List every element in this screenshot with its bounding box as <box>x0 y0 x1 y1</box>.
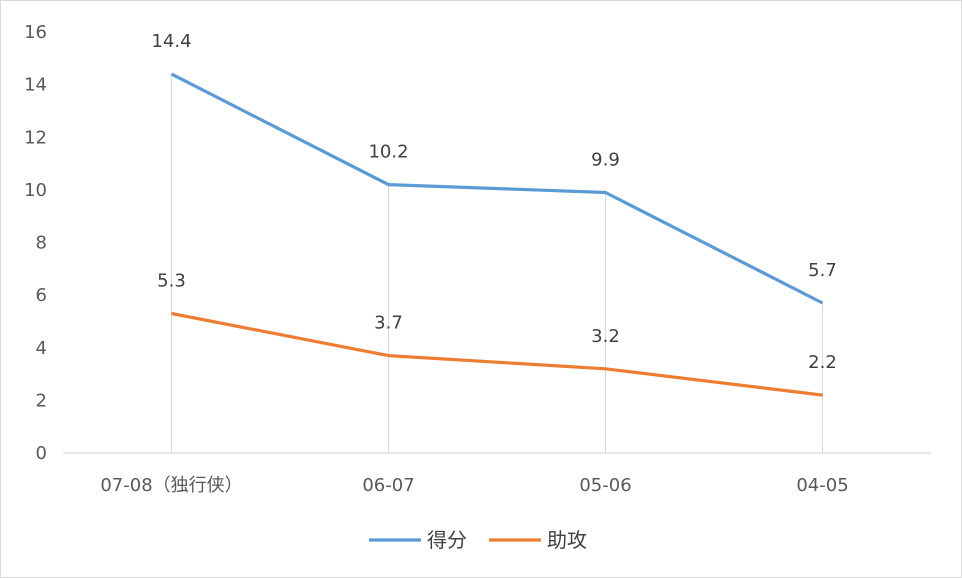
x-tick-label: 07-08（独行侠） <box>100 475 242 496</box>
data-label: 5.7 <box>808 260 837 281</box>
data-label: 3.7 <box>374 313 403 334</box>
gridlines <box>171 74 823 453</box>
y-tick-label: 6 <box>36 285 47 306</box>
x-axis-ticks: 07-08（独行侠） 06-07 05-06 04-05 <box>100 475 848 496</box>
legend-label: 得分 <box>427 528 467 552</box>
y-tick-label: 10 <box>24 180 47 201</box>
data-label: 14.4 <box>151 31 191 52</box>
x-tick-label: 04-05 <box>796 475 848 496</box>
legend-label: 助攻 <box>547 528 587 552</box>
y-tick-label: 2 <box>36 390 47 411</box>
data-label: 2.2 <box>808 352 837 373</box>
y-tick-label: 0 <box>36 443 47 464</box>
data-label: 10.2 <box>368 142 408 163</box>
data-label: 9.9 <box>591 150 620 171</box>
y-tick-label: 12 <box>24 127 47 148</box>
legend: 得分 助攻 <box>369 528 587 552</box>
series-line <box>170 72 824 305</box>
data-labels: 14.4 10.2 9.9 5.7 5.3 3.7 3.2 2.2 <box>151 31 836 373</box>
y-tick-label: 8 <box>36 233 47 254</box>
x-tick-label: 06-07 <box>362 475 414 496</box>
data-label: 5.3 <box>157 271 186 292</box>
y-axis-ticks: 0 2 4 6 8 10 12 14 16 <box>24 22 47 464</box>
x-tick-label: 05-06 <box>579 475 631 496</box>
y-tick-label: 16 <box>24 22 47 43</box>
series-line <box>171 311 823 397</box>
y-tick-label: 14 <box>24 75 47 96</box>
data-label: 3.2 <box>591 326 620 347</box>
series-lines <box>170 72 824 397</box>
y-tick-label: 4 <box>36 338 47 359</box>
